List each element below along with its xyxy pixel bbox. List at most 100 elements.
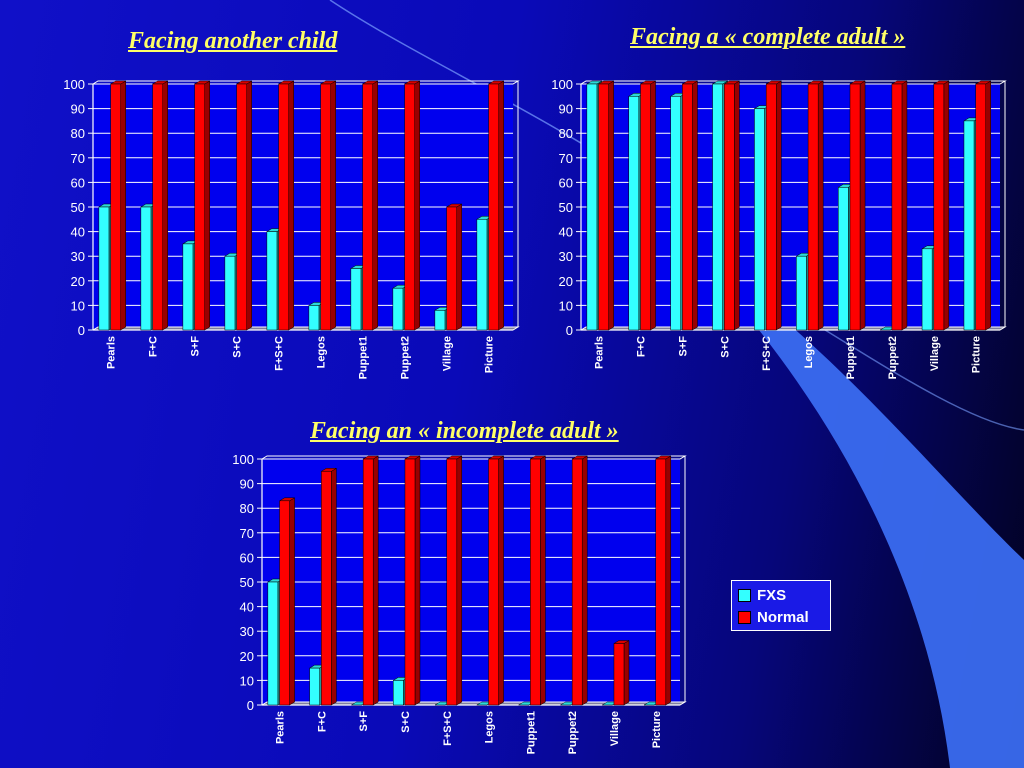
- y-tick-label: 60: [559, 175, 573, 190]
- bar-front: [392, 287, 404, 331]
- legend-item-fxs: FXS: [732, 584, 830, 606]
- y-tick-label: 10: [240, 673, 254, 688]
- bar-normal-f+s+c: [277, 80, 295, 331]
- y-tick-label: 60: [71, 175, 85, 190]
- bar-normal-puppet1: [849, 80, 866, 331]
- legend-swatch-fxs: [738, 588, 751, 602]
- bar-front: [194, 83, 205, 331]
- legend-swatch-normal: [738, 610, 751, 624]
- x-category-label: Puppet2: [567, 711, 579, 754]
- bar-side: [414, 455, 421, 706]
- x-category-label: Picture: [971, 336, 983, 373]
- x-category-label: Picture: [484, 336, 496, 373]
- bar-front: [279, 500, 290, 706]
- x-category-label: S+C: [400, 711, 412, 733]
- y-tick-label: 20: [71, 274, 85, 289]
- bar-normal-f+c: [151, 80, 169, 331]
- bar-normal-village: [932, 80, 950, 331]
- bar-front: [476, 219, 488, 331]
- bar-front: [350, 268, 362, 331]
- y-tick-label: 20: [240, 649, 254, 664]
- y-tick-label: 40: [71, 225, 85, 240]
- bar-front: [446, 458, 458, 706]
- background-swoosh-band: [690, 250, 1024, 768]
- y-tick-label: 70: [240, 526, 254, 541]
- x-category-label: F+S+C: [274, 336, 286, 371]
- bar-front: [362, 83, 373, 331]
- x-category-label: F+S+C: [442, 711, 454, 746]
- bar-normal-s+c: [404, 455, 421, 706]
- bar-front: [308, 305, 320, 331]
- x-category-label: S+C: [232, 336, 244, 358]
- x-category-label: Puppet1: [358, 336, 370, 379]
- bar-normal-legos: [487, 455, 505, 706]
- bar-front: [724, 83, 735, 331]
- bar-normal-f+c: [639, 80, 657, 331]
- x-category-label: Legos: [803, 336, 815, 368]
- bar-front: [933, 83, 945, 331]
- bar-front: [98, 206, 110, 331]
- y-tick-label: 40: [559, 225, 573, 240]
- y-tick-label: 10: [71, 298, 85, 313]
- bar-front: [393, 680, 404, 706]
- bar-front: [655, 458, 667, 706]
- x-category-label: F+C: [316, 711, 328, 732]
- bar-normal-f+s+c: [445, 455, 463, 706]
- bar-normal-s+f: [681, 80, 699, 331]
- bar-front: [488, 458, 499, 706]
- y-tick-label: 0: [247, 698, 254, 713]
- x-category-label: F+C: [635, 336, 647, 357]
- bar-side: [540, 455, 546, 706]
- bar-normal-f+c: [320, 467, 338, 706]
- y-tick-label: 80: [240, 501, 254, 516]
- x-category-label: S+F: [358, 711, 370, 732]
- bar-normal-village: [445, 203, 463, 331]
- x-category-label: Puppet2: [400, 336, 412, 379]
- bar-front: [236, 83, 247, 331]
- y-tick-label: 30: [71, 249, 85, 264]
- bar-front: [320, 83, 331, 331]
- bar-front: [598, 83, 609, 331]
- bar-normal-puppet2: [890, 80, 908, 331]
- y-tick-label: 0: [78, 323, 85, 338]
- bar-front: [628, 96, 640, 331]
- legend-label-normal: Normal: [757, 608, 809, 626]
- bar-front: [224, 255, 236, 331]
- bar-side: [289, 497, 295, 706]
- bar-front: [321, 471, 332, 706]
- bar-side: [581, 455, 588, 706]
- bar-side: [372, 455, 379, 706]
- bar-normal-pearls: [109, 80, 127, 331]
- y-tick-label: 90: [71, 102, 85, 117]
- bar-normal-picture: [654, 455, 672, 706]
- bar-normal-picture: [487, 80, 505, 331]
- bar-front: [446, 206, 457, 331]
- bar-front: [613, 643, 625, 706]
- bar-front: [434, 310, 446, 331]
- bar-front: [140, 206, 152, 331]
- x-category-label: Puppet1: [845, 336, 857, 379]
- bar-front: [849, 83, 861, 331]
- chart-title-complete-adult: Facing a « complete adult »: [630, 24, 906, 50]
- bar-front: [807, 83, 819, 331]
- bar-front: [266, 231, 278, 331]
- y-tick-label: 70: [71, 151, 85, 166]
- bar-front: [182, 243, 194, 331]
- x-category-label: S+F: [677, 336, 689, 357]
- bar-front: [754, 108, 765, 331]
- x-category-label: Pearls: [275, 711, 287, 744]
- x-category-label: S+F: [190, 336, 202, 357]
- bar-front: [765, 83, 777, 331]
- bar-front: [404, 458, 416, 706]
- chart-legend: FXS Normal: [731, 580, 831, 631]
- bar-front: [404, 83, 415, 331]
- bar-front: [838, 187, 849, 331]
- bar-normal-pearls: [597, 80, 615, 331]
- y-tick-label: 70: [559, 151, 573, 166]
- chart-title-incomplete-adult: Facing an « incomplete adult »: [310, 418, 619, 444]
- bar-front: [586, 83, 598, 331]
- y-tick-label: 50: [71, 200, 85, 215]
- x-category-label: Puppet2: [887, 336, 899, 379]
